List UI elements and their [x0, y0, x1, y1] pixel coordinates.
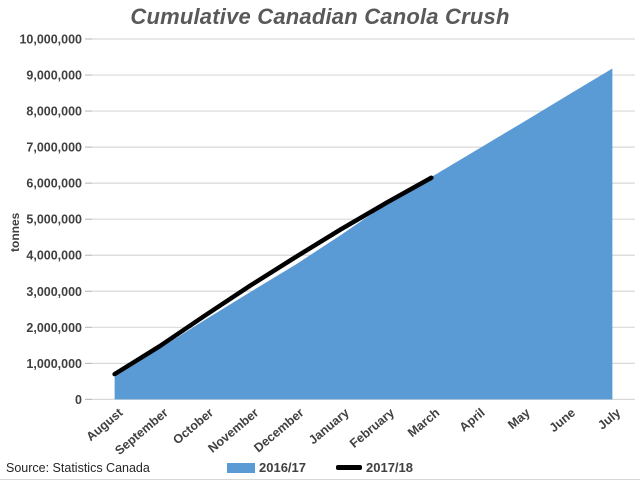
legend-item-2016-17: 2016/17	[227, 460, 306, 475]
x-axis-label: April	[457, 406, 488, 435]
legend-label: 2016/17	[259, 460, 306, 475]
y-tick-label: 2,000,000	[26, 321, 82, 335]
x-axis-label: December	[251, 405, 306, 455]
y-tick-label: 4,000,000	[26, 249, 82, 263]
y-tick-label: 8,000,000	[26, 105, 82, 119]
x-axis-label: June	[547, 406, 578, 436]
x-axis-label: May	[505, 406, 533, 432]
y-tick-label: 6,000,000	[26, 177, 82, 191]
source-note: Source: Statistics Canada	[6, 461, 150, 475]
x-axis-label: January	[306, 406, 352, 448]
legend-item-2017-18: 2017/18	[336, 460, 413, 475]
y-tick-label: 7,000,000	[26, 141, 82, 155]
area-series-2016-17	[114, 68, 613, 400]
x-axis-label: February	[347, 406, 397, 451]
line-series-swatch-icon	[336, 465, 362, 470]
data-series	[112, 68, 613, 400]
legend: 2016/17 2017/18	[227, 460, 413, 475]
x-axis-label: August	[84, 405, 127, 444]
line-series-2017-18	[112, 175, 434, 377]
chart-title: Cumulative Canadian Canola Crush	[130, 4, 510, 29]
y-tick-label: 9,000,000	[26, 69, 82, 83]
y-tick-label: 1,000,000	[26, 357, 82, 371]
y-tick-label: 10,000,000	[19, 33, 82, 47]
legend-label: 2017/18	[366, 460, 413, 475]
y-tick-label: 5,000,000	[26, 213, 82, 227]
x-axis-label: November	[205, 405, 261, 455]
x-axis-label: July	[595, 406, 623, 433]
area-series-swatch-icon	[227, 462, 255, 473]
y-tick-label: 0	[75, 393, 82, 407]
y-tick-label: 3,000,000	[26, 285, 82, 299]
chart-footer: Source: Statistics Canada 2016/17 2017/1…	[0, 457, 640, 477]
y-axis-tick-labels: 0 1,000,000 2,000,000 3,000,000 4,000,000 5,0…	[19, 33, 82, 407]
x-axis-label: March	[405, 406, 442, 440]
